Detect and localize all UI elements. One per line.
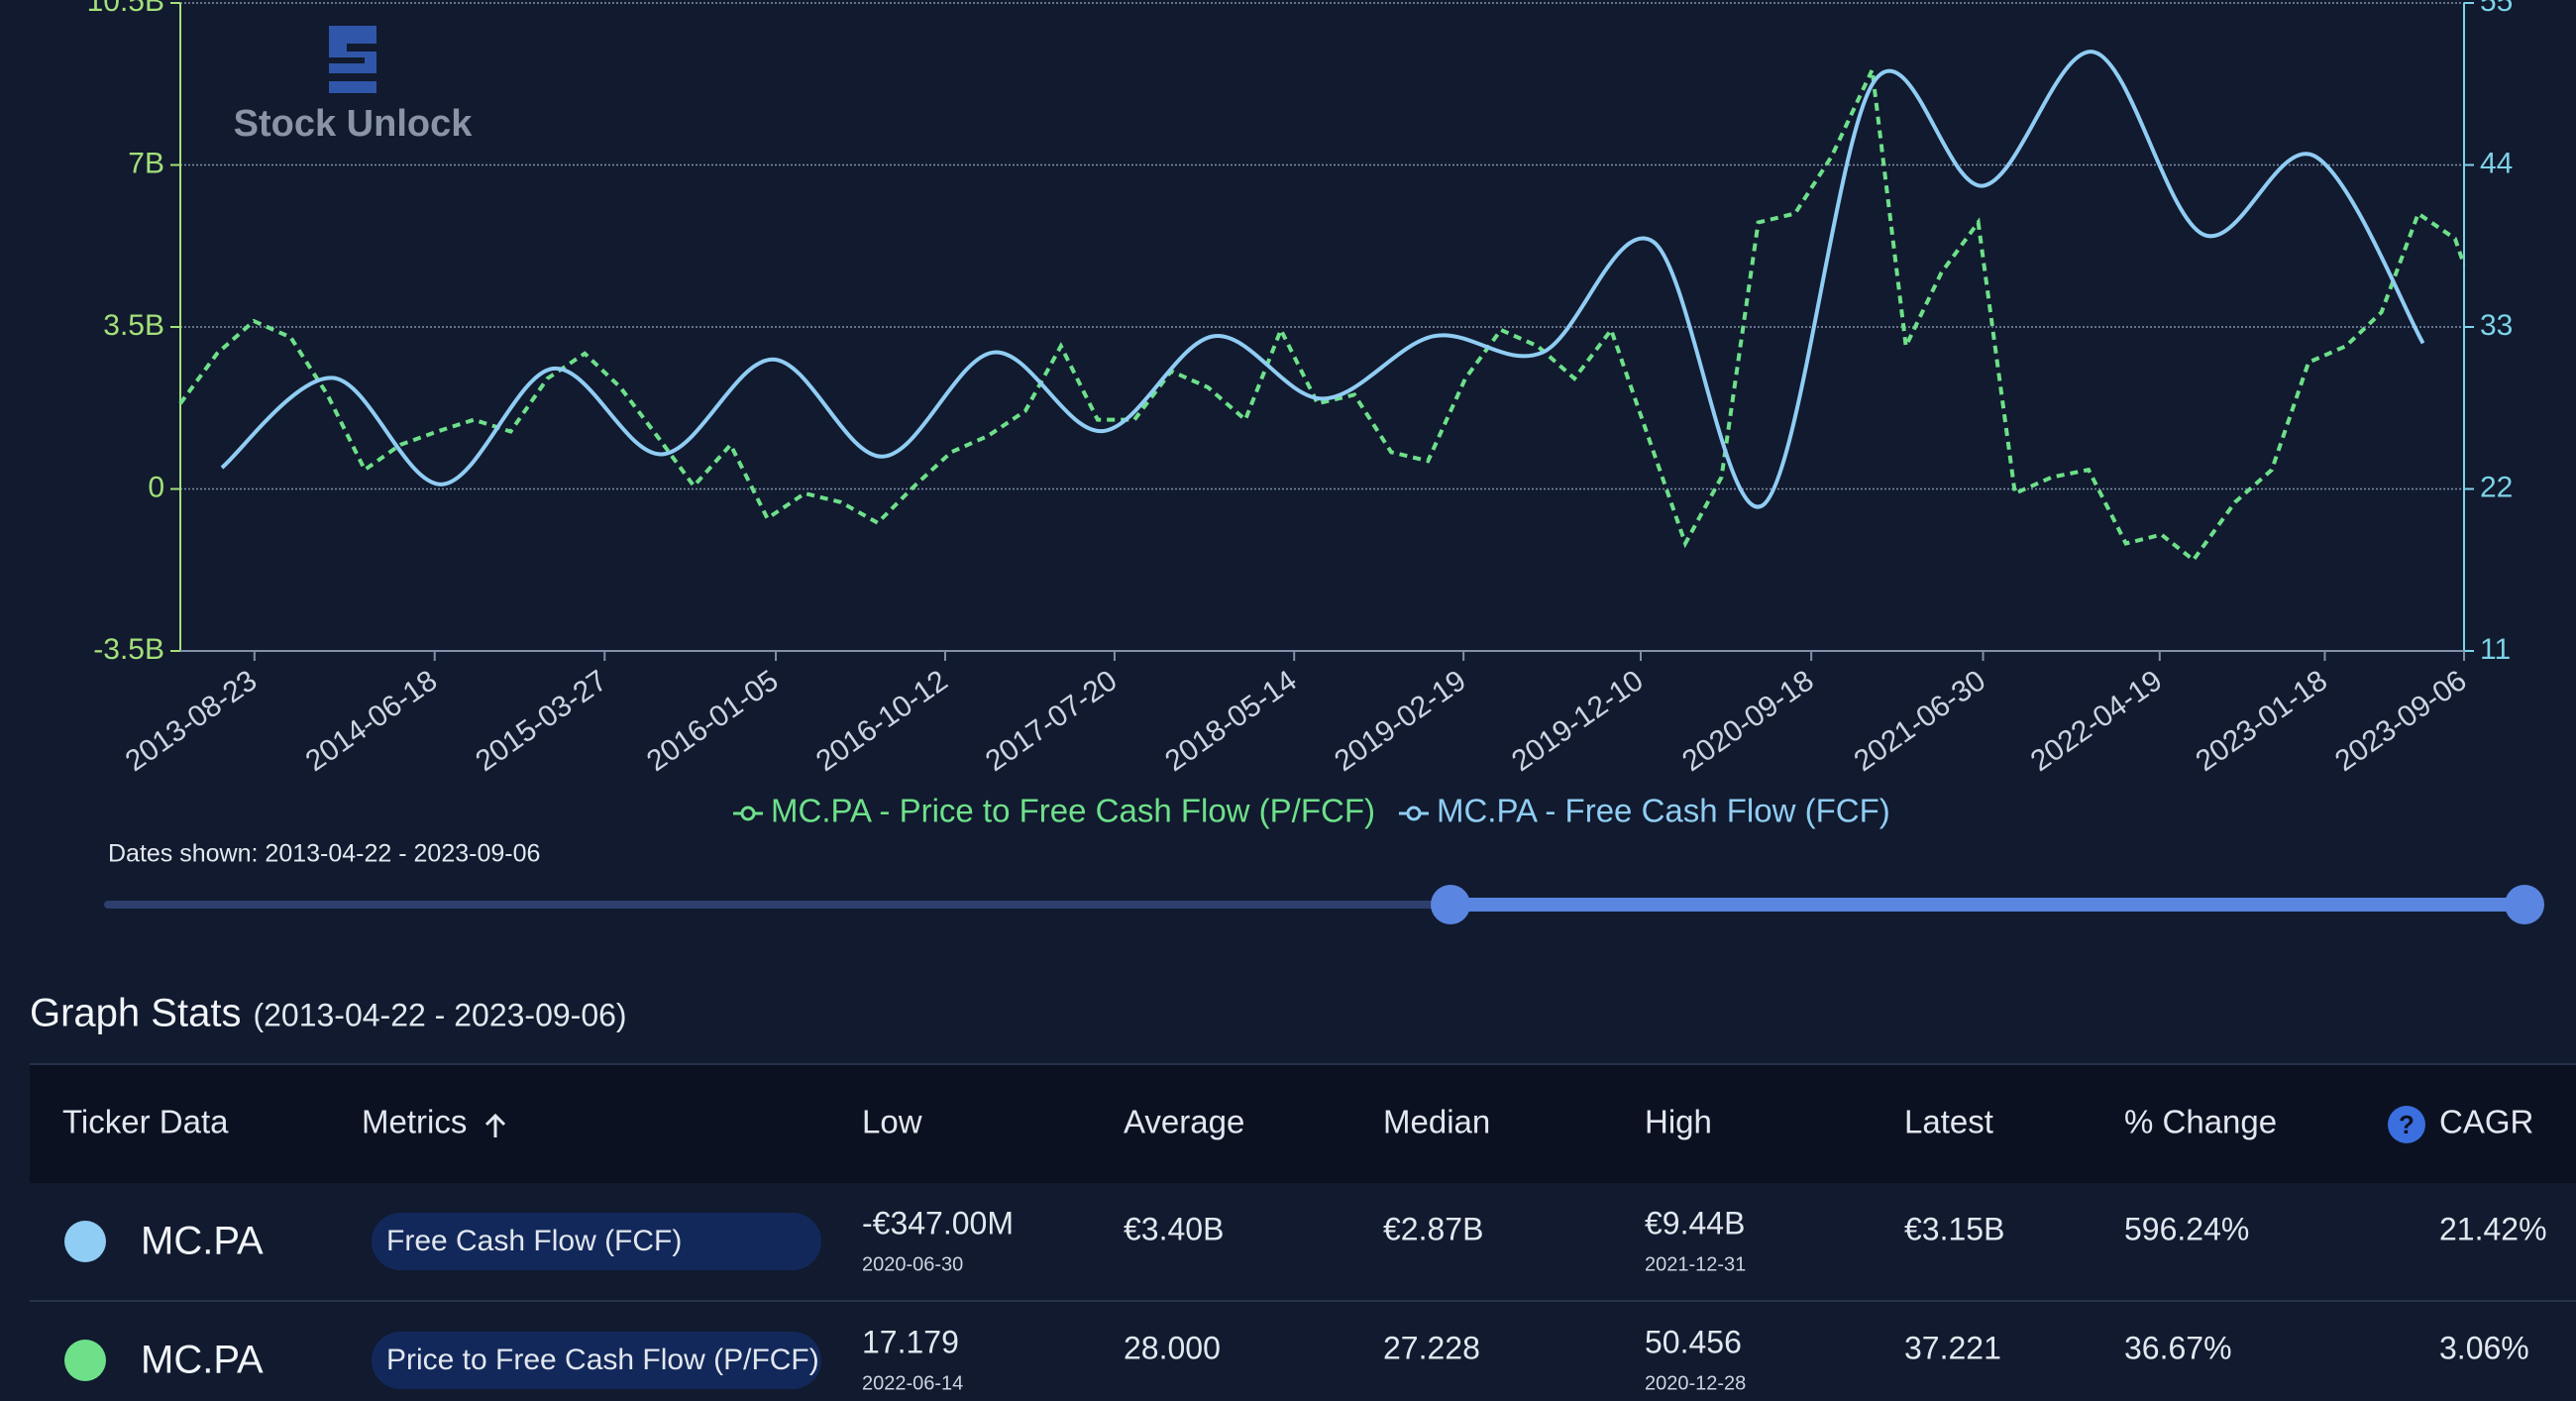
column-header: Ticker Data [62,1104,229,1140]
metric-pill [372,1213,821,1270]
legend-label: MC.PA - Free Cash Flow (FCF) [1437,793,1890,829]
metric-pill [372,1332,821,1389]
cell-latest: 37.221 [1904,1330,2001,1365]
cell-average: 28.000 [1124,1330,1221,1365]
row-metric: Free Cash Flow (FCF) [386,1225,682,1257]
column-header: Average [1124,1104,1244,1140]
date-slider[interactable] [104,885,2544,924]
cell-cagr: 3.06% [2439,1330,2529,1365]
table-header [30,1064,2576,1183]
y-tick-label: 7B [128,147,164,179]
logo: Stock Unlock [234,26,474,145]
y2-tick-label: 44 [2480,147,2513,179]
y2-tick-label: 11 [2480,633,2511,666]
logo-icon [329,26,376,93]
stats-range: (2013-04-22 - 2023-09-06) [253,997,626,1032]
cell-low-date: 2022-06-14 [862,1372,963,1394]
column-header: CAGR [2439,1104,2533,1140]
cell-high: 50.456 [1645,1324,1742,1359]
y-tick-label: 10.5B [87,0,164,18]
cell-high-date: 2020-12-28 [1645,1372,1746,1394]
slider-knob[interactable] [2505,885,2544,924]
legend-marker [1406,806,1422,821]
cell-high: €9.44B [1645,1205,1745,1240]
sort-arrow[interactable] [484,1113,506,1137]
column-header: Low [862,1104,922,1140]
stats-title: Graph Stats [30,992,241,1035]
row-ticker: MC.PA [141,1339,264,1382]
y2-tick-label: 33 [2480,309,2513,342]
cell-change: 36.67% [2124,1330,2232,1365]
column-header: Metrics [362,1104,467,1140]
column-header: Latest [1904,1104,1993,1140]
logo-text: Stock Unlock [234,103,474,145]
cell-low-date: 2020-06-30 [862,1253,963,1275]
slider-knob[interactable] [1431,885,1470,924]
cell-low: 17.179 [862,1324,959,1359]
help-icon[interactable] [2388,1106,2425,1143]
column-header: % Change [2124,1104,2277,1140]
cell-high-date: 2021-12-31 [1645,1253,1746,1275]
y2-tick-label: 22 [2480,471,2513,503]
series-line [178,62,2466,564]
row-color-dot [64,1340,106,1381]
y-tick-label: -3.5B [93,633,164,666]
cell-low: -€347.00M [862,1205,1014,1240]
column-header: High [1645,1104,1712,1140]
column-header: Median [1383,1104,1490,1140]
row-metric: Price to Free Cash Flow (P/FCF) [386,1344,819,1376]
legend-marker [740,806,756,821]
help-icon-glyph: ? [2399,1110,2415,1139]
range-note: Dates shown: 2013-04-22 - 2023-09-06 [108,840,540,868]
cell-median: 27.228 [1383,1330,1480,1365]
series-line [220,50,2425,509]
cell-latest: €3.15B [1904,1211,2004,1246]
y-tick-label: 3.5B [103,309,164,342]
cell-change: 596.24% [2124,1211,2249,1246]
cell-cagr: 21.42% [2439,1211,2547,1246]
legend-label: MC.PA - Price to Free Cash Flow (P/FCF) [771,793,1375,829]
row-color-dot [64,1221,106,1262]
y-tick-label: 0 [148,471,164,503]
cell-median: €2.87B [1383,1211,1483,1246]
y2-tick-label: 55 [2480,0,2513,18]
legend: MC.PA - Price to Free Cash Flow (P/FCF) M… [733,793,1890,829]
row-ticker: MC.PA [141,1220,264,1263]
cell-average: €3.40B [1124,1211,1224,1246]
